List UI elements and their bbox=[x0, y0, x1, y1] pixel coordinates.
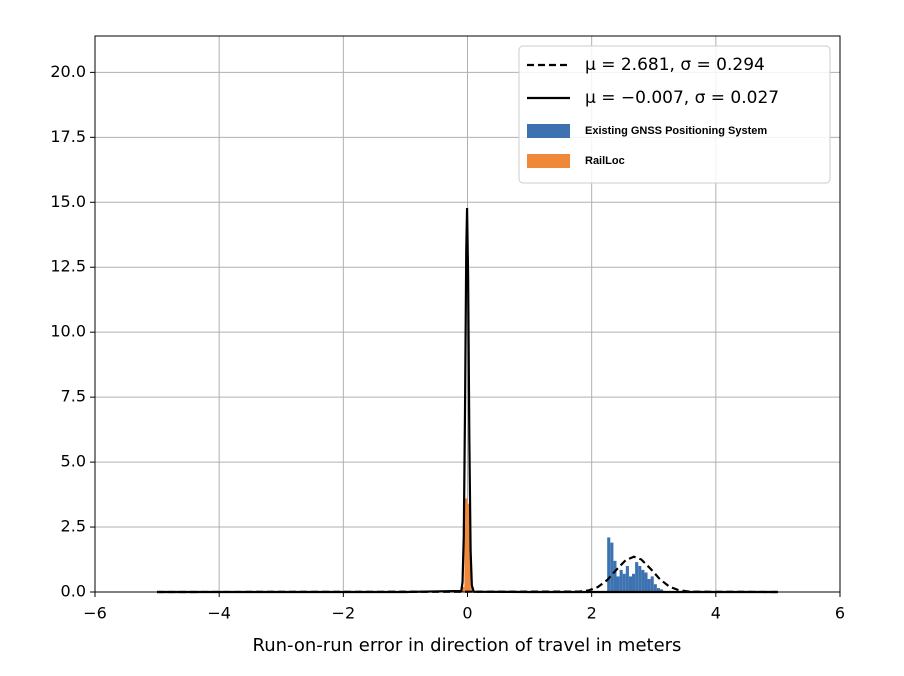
density-curve bbox=[157, 207, 778, 594]
histogram-bar bbox=[656, 588, 660, 592]
legend-label: μ = −0.007, σ = 0.027 bbox=[585, 88, 779, 108]
y-tick-label: 7.5 bbox=[61, 387, 86, 406]
histogram-bar bbox=[613, 560, 617, 592]
histogram-bar bbox=[607, 537, 611, 592]
density-curve bbox=[157, 555, 778, 594]
histogram-bar bbox=[647, 579, 651, 592]
y-tick-label: 10.0 bbox=[50, 322, 86, 341]
histogram-bar bbox=[650, 576, 654, 592]
x-tick-label: 0 bbox=[462, 604, 472, 623]
histogram-bar bbox=[616, 576, 620, 592]
plot-frame bbox=[94, 35, 841, 593]
histogram-bar bbox=[610, 542, 614, 592]
x-tick-label: 2 bbox=[587, 604, 597, 623]
histogram-bar bbox=[659, 589, 664, 592]
x-tick-label: 6 bbox=[835, 604, 845, 623]
histogram-bar bbox=[619, 569, 623, 592]
histogram-bar bbox=[635, 562, 639, 592]
histogram-bar bbox=[628, 576, 633, 592]
legend-label: μ = 2.681, σ = 0.294 bbox=[585, 55, 765, 75]
y-tick-label: 15.0 bbox=[50, 192, 86, 211]
legend-label: RailLoc bbox=[585, 155, 625, 167]
legend-swatch bbox=[527, 154, 570, 168]
x-axis-label: Run-on-run error in direction of travel … bbox=[253, 635, 682, 656]
y-tick-label: 2.5 bbox=[61, 517, 86, 536]
x-tick-label: −6 bbox=[83, 604, 107, 623]
legend-swatch bbox=[527, 124, 570, 138]
histogram-bar bbox=[641, 569, 645, 592]
x-tick-label: −4 bbox=[207, 604, 231, 623]
x-tick-label: 4 bbox=[711, 604, 721, 623]
histogram-bar bbox=[644, 572, 648, 592]
legend-label: Existing GNSS Positioning System bbox=[585, 125, 767, 137]
y-tick-label: 5.0 bbox=[61, 452, 86, 471]
histogram-bar bbox=[467, 503, 471, 592]
y-tick-label: 0.0 bbox=[61, 582, 86, 601]
y-tick-label: 20.0 bbox=[50, 62, 86, 81]
histogram-bar bbox=[625, 566, 629, 592]
histogram-bar bbox=[464, 498, 468, 592]
histogram-bar bbox=[638, 566, 642, 592]
histogram-bar bbox=[653, 584, 657, 592]
histogram-bar bbox=[461, 586, 465, 592]
y-tick-label: 12.5 bbox=[50, 257, 86, 276]
histogram-bar bbox=[632, 573, 636, 592]
histogram-bar bbox=[622, 573, 626, 592]
x-tick-label: −2 bbox=[332, 604, 356, 623]
y-tick-label: 17.5 bbox=[50, 127, 86, 146]
legend-box bbox=[518, 45, 831, 184]
